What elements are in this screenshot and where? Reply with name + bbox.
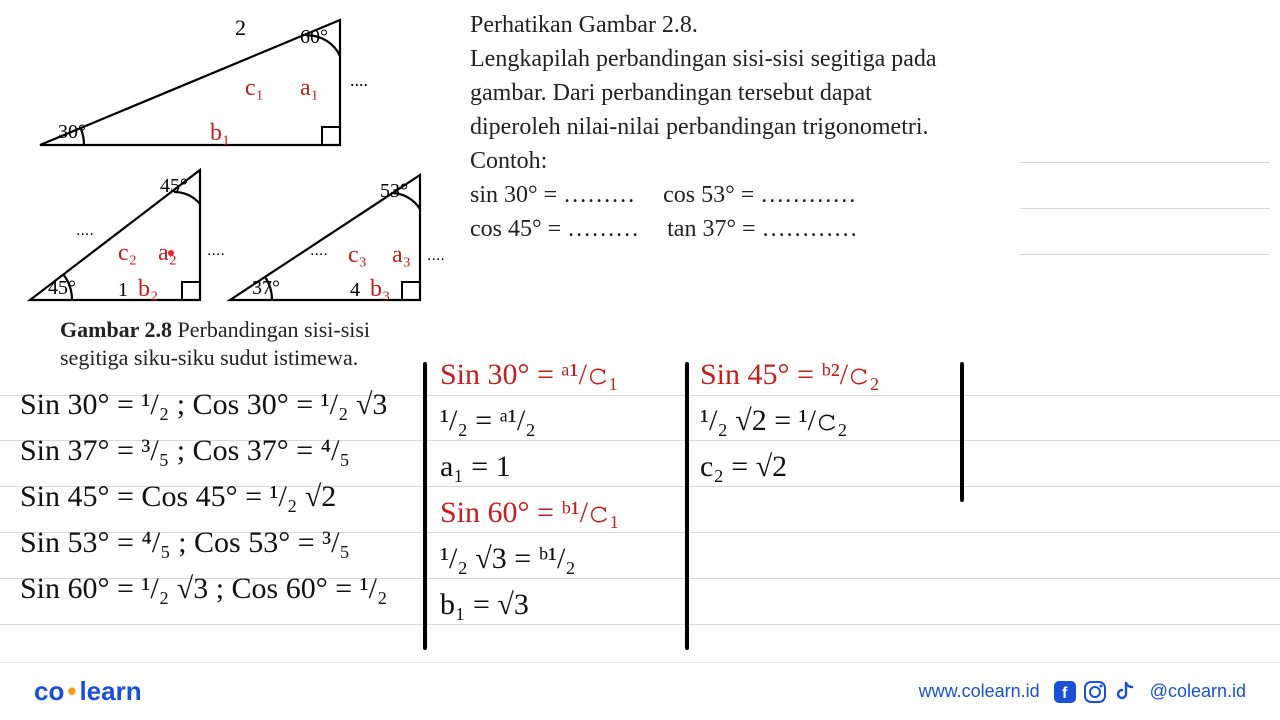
handwriting-line: Sin 60° = ᵇ¹/𝚌₁ [440,496,620,530]
triangle-37-53: 37° 53° 4 c₃ a₃ b₃ .... .... [230,175,445,302]
tiktok-icon [1114,681,1136,703]
svg-text:b₁: b₁ [210,120,230,146]
handwriting-line: Sin 30° = ᵃ¹/𝚌₁ [440,358,619,392]
handwriting-line: Sin 45° = ᵇ²/𝚌₂ [700,358,880,392]
handwriting-line: c₂ = √2 [700,450,787,484]
svg-text:53°: 53° [380,180,408,202]
example-eq: sin 30° = ……… [470,178,635,212]
text-line: Perhatikan Gambar 2.8. [470,8,937,42]
svg-text:b₂: b₂ [138,276,158,302]
handwriting-line: ¹/₂ √3 = ᵇ¹/₂ [440,542,576,576]
svg-text:a₃: a₃ [392,242,411,268]
svg-text:a₁: a₁ [300,75,319,101]
svg-text:....: .... [76,222,94,239]
svg-text:f: f [1062,685,1068,702]
social-icons: f [1054,681,1136,703]
logo-part: co [34,676,64,706]
handwriting-line: ¹/₂ √2 = ¹/𝚌₂ [700,404,848,438]
text-line: Contoh: [470,144,937,178]
instagram-icon [1084,681,1106,703]
facebook-icon: f [1054,681,1076,703]
caption-text: segitiga siku-siku sudut istimewa. [60,344,370,372]
handwriting-line: Sin 30° = ¹/₂ ; Cos 30° = ¹/₂ √3 [20,388,387,422]
svg-text:4: 4 [350,279,360,301]
triangle-45-45: 45° 45° 1 c₂ a₂ b₂ .... .... [30,170,225,302]
example-eq: tan 37° = ………… [667,212,857,246]
figure-caption: Gambar 2.8 Perbandingan sisi-sisi segiti… [60,316,370,372]
logo-dot-icon: • [64,676,79,706]
svg-text:a₂: a₂ [158,240,177,266]
handwriting-line: Sin 45° = Cos 45° = ¹/₂ √2 [20,480,336,514]
svg-text:c₁: c₁ [245,75,264,101]
problem-text: Perhatikan Gambar 2.8. Lengkapilah perba… [470,8,937,246]
caption-bold: Gambar 2.8 [60,317,172,342]
handwriting-line: ¹/₂ = ᵃ¹/₂ [440,404,536,438]
brand-logo: co•learn [34,676,142,707]
triangle-30-60: 30° 60° 2 c₁ a₁ b₁ .... [40,15,368,146]
example-eq: cos 53° = ………… [663,178,856,212]
svg-text:45°: 45° [48,277,76,299]
logo-part: learn [79,676,141,706]
handwriting-line: Sin 37° = ³/₅ ; Cos 37° = ⁴/₅ [20,434,350,468]
svg-text:c₂: c₂ [118,240,137,266]
svg-text:60°: 60° [300,26,328,48]
svg-text:45°: 45° [160,175,188,197]
handwriting-line: b₁ = √3 [440,588,529,622]
svg-text:37°: 37° [252,277,280,299]
svg-text:c₃: c₃ [348,242,367,268]
handwriting-line: Sin 53° = ⁴/₅ ; Cos 53° = ³/₅ [20,526,350,560]
svg-text:....: .... [427,247,445,264]
svg-text:....: .... [350,70,368,90]
svg-text:2: 2 [235,15,246,40]
text-line: gambar. Dari perbandingan tersebut dapat [470,76,937,110]
caption-text: Perbandingan sisi-sisi [172,317,370,342]
svg-text:....: .... [310,242,328,259]
text-line: diperoleh nilai-nilai perbandingan trigo… [470,110,937,144]
footer-handle: @colearn.id [1150,681,1246,702]
svg-text:1: 1 [118,279,128,301]
footer-url: www.colearn.id [919,681,1040,702]
handwriting-line: a₁ = 1 [440,450,511,484]
footer-bar: co•learn www.colearn.id f @colearn.id [0,662,1280,720]
triangle-diagrams: 30° 60° 2 c₁ a₁ b₁ .... 45° 45° 1 c₂ a₂ … [0,0,460,320]
example-eq: cos 45° = ……… [470,212,639,246]
svg-text:b₃: b₃ [370,276,390,302]
svg-text:....: .... [207,242,225,259]
text-line: Lengkapilah perbandingan sisi-sisi segit… [470,42,937,76]
handwriting-line: Sin 60° = ¹/₂ √3 ; Cos 60° = ¹/₂ [20,572,387,606]
svg-text:30°: 30° [58,121,86,143]
page: 30° 60° 2 c₁ a₁ b₁ .... 45° 45° 1 c₂ a₂ … [0,0,1280,720]
footer-right: www.colearn.id f @colearn.id [919,681,1246,703]
